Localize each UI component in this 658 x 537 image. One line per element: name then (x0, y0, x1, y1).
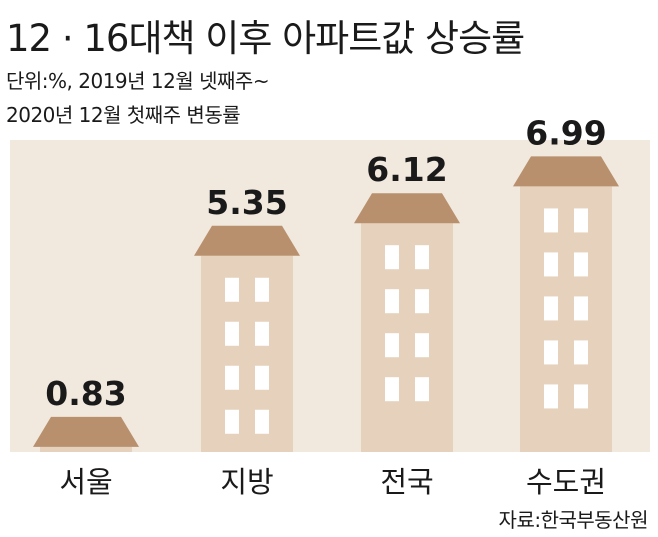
building-roof (194, 225, 300, 256)
building-window (385, 377, 399, 402)
building-window (544, 252, 558, 277)
building-window (255, 277, 269, 302)
building-window (415, 289, 429, 314)
category-label: 서울 (59, 465, 112, 499)
building-window (385, 289, 399, 314)
category-label: 지방 (220, 465, 273, 499)
building-window (385, 245, 399, 270)
building-window (544, 208, 558, 233)
building-window (225, 365, 239, 390)
bar-value-label: 6.99 (525, 113, 606, 152)
source-note: 자료:한국부동산원 (498, 508, 649, 532)
building-window (225, 409, 239, 434)
building-body (201, 255, 293, 452)
chart-title: 12 · 16대책 이후 아파트값 상승률 (6, 17, 525, 60)
unit-note-line-2: 2020년 12월 첫째주 변동률 (6, 103, 241, 127)
building-window (574, 340, 588, 365)
bar-value-label: 6.12 (366, 150, 447, 189)
chart-unit-note: 단위:%, 2019년 12월 넷째주~ 2020년 12월 첫째주 변동률 (6, 64, 270, 132)
building-window (574, 384, 588, 409)
unit-note-line-1: 단위:%, 2019년 12월 넷째주~ (6, 69, 270, 93)
building-window (415, 333, 429, 358)
building-roof (354, 193, 460, 224)
building-window (544, 340, 558, 365)
building-body (40, 446, 132, 452)
building-window (225, 321, 239, 346)
building-window (385, 333, 399, 358)
category-label: 수도권 (526, 465, 606, 499)
building-window (544, 296, 558, 321)
bar-value-label: 0.83 (45, 374, 126, 413)
building-roof (33, 416, 139, 447)
building-window (574, 296, 588, 321)
building-window (255, 321, 269, 346)
building-body (361, 223, 453, 452)
building-window (415, 377, 429, 402)
building-window (544, 384, 558, 409)
building-roof (513, 156, 619, 187)
building-window (574, 208, 588, 233)
category-label: 전국 (380, 465, 433, 499)
building-body (520, 186, 612, 452)
building-window (574, 252, 588, 277)
bar-value-label: 5.35 (206, 183, 287, 222)
building-window (255, 365, 269, 390)
building-window (255, 409, 269, 434)
building-window (415, 245, 429, 270)
building-window (225, 277, 239, 302)
